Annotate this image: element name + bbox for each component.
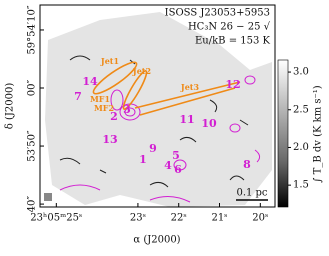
x-tick-label: 20ˢ	[252, 213, 268, 224]
source-label: 1	[139, 153, 147, 166]
source-label: 2	[110, 110, 118, 123]
jet-label: Jet2	[132, 66, 151, 76]
source-label: 5	[172, 149, 180, 162]
frame	[39, 4, 276, 208]
source-label: 4	[164, 159, 172, 172]
colorbar-tick-label: 2.0	[293, 142, 309, 153]
colorbar-label: ∫ T_B dv (K km s⁻¹)	[313, 85, 324, 183]
x-tick-label: 22ˢ	[171, 213, 187, 224]
y-tick-label: 00″	[27, 80, 38, 97]
source-label: 12	[225, 78, 240, 91]
x-tick-label: 21ˢ	[211, 213, 227, 224]
jet-outlines	[92, 61, 241, 116]
y-tick-label: 59°54′10″	[27, 5, 38, 54]
jet-label: Jet1	[100, 56, 119, 66]
colorbar	[277, 59, 289, 208]
colorbar-tick-label: 2.5	[293, 104, 309, 115]
scale-bar-label: 0.1 pc	[236, 188, 267, 199]
outflow-label: MF1	[90, 94, 110, 104]
outflow-label: MF2	[94, 103, 114, 113]
beam	[44, 193, 52, 201]
source-label: 9	[149, 142, 157, 155]
source-label: 8	[243, 158, 251, 171]
colorbar-tick-label: 3.0	[293, 67, 309, 78]
x-tick-label: 23ˢ	[130, 213, 146, 224]
source-label: 3	[123, 103, 131, 116]
title-line: HC₃N 26 − 25 √	[188, 22, 271, 33]
emission-contours	[59, 75, 261, 203]
jet-label: Jet3	[180, 82, 200, 92]
x-tick-label: 23ʰ05ᵐ25ˢ	[30, 213, 82, 224]
source-label: 7	[74, 90, 82, 103]
x-axis-label: α (J2000)	[133, 235, 180, 246]
colorbar-tick-label: 1.5	[293, 180, 309, 191]
y-tick-label: 40″	[27, 196, 38, 213]
y-tick-label: 53′50″	[27, 130, 38, 162]
source-label: 11	[179, 113, 194, 126]
y-axis-label: δ (J2000)	[5, 83, 16, 130]
source-label: 13	[102, 133, 117, 146]
source-label: 14	[82, 75, 98, 88]
source-label: 6	[174, 163, 182, 176]
title-line: Eu/kB = 153 K	[195, 36, 271, 47]
title-line: ISOSS J23053+5953	[165, 8, 270, 19]
source-label: 10	[201, 117, 217, 130]
